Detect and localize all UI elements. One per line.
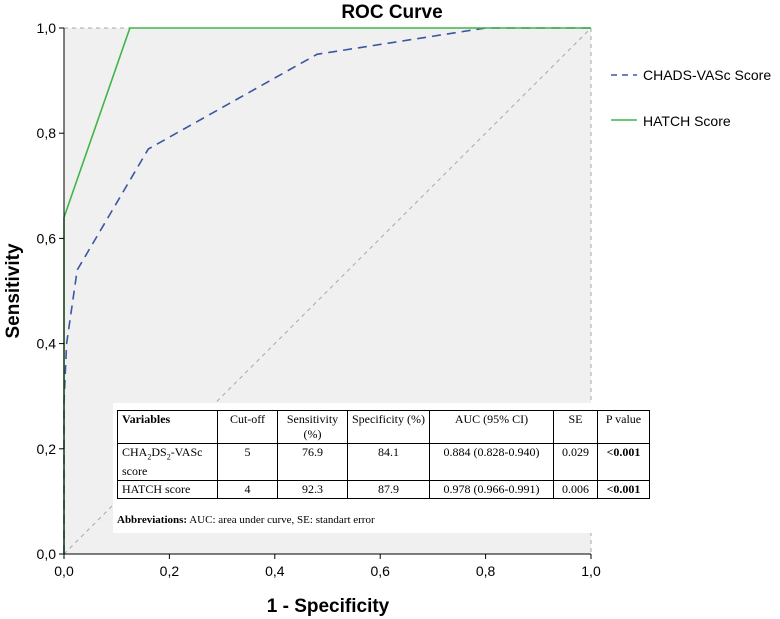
- x-tick-label: 0,2: [160, 563, 180, 579]
- cell-sensitivity: 76.9: [277, 442, 348, 482]
- cell-pvalue: <0.001: [597, 442, 650, 482]
- header-auc: AUC (95% CI): [429, 410, 554, 444]
- cell-cutoff: 4: [217, 480, 278, 500]
- legend-label-hatch: HATCH Score: [643, 113, 731, 129]
- y-tick-label: 0,4: [37, 336, 57, 352]
- x-tick-label: 0,8: [476, 563, 496, 579]
- header-sensitivity: Sensitivity (%): [277, 410, 348, 444]
- cell-auc: 0.978 (0.966-0.991): [429, 480, 554, 500]
- cell-specificity: 87.9: [347, 480, 430, 500]
- cell-auc: 0.884 (0.828-0.940): [429, 442, 554, 482]
- cell-variable: HATCH score: [117, 480, 218, 500]
- x-tick-label: 0,0: [54, 563, 74, 579]
- cell-specificity: 84.1: [347, 442, 430, 482]
- y-tick-label: 0,8: [37, 125, 57, 141]
- table-row: HATCH score 4 92.3 87.9 0.978 (0.966-0.9…: [117, 480, 650, 500]
- header-pvalue: P value: [597, 410, 650, 444]
- x-tick-label: 1,0: [581, 563, 601, 579]
- stats-table: Variables Cut-off Sensitivity (%) Specif…: [117, 410, 650, 500]
- header-cutoff: Cut-off: [217, 410, 278, 444]
- cell-cutoff: 5: [217, 442, 278, 482]
- x-tick-label: 0,6: [370, 563, 390, 579]
- y-tick-label: 0,6: [37, 230, 57, 246]
- cell-sensitivity: 92.3: [277, 480, 348, 500]
- header-specificity: Specificity (%): [347, 410, 430, 444]
- stats-table-panel: Variables Cut-off Sensitivity (%) Specif…: [113, 403, 658, 533]
- table-row: CHA2DS2-VASc score 5 76.9 84.1 0.884 (0.…: [117, 442, 650, 482]
- abbreviations-note: Abbreviations: AUC: area under curve, SE…: [117, 514, 375, 526]
- y-tick-label: 0,0: [37, 546, 57, 562]
- x-tick-label: 0,4: [265, 563, 285, 579]
- y-tick-label: 0,2: [37, 441, 57, 457]
- y-tick-label: 1,0: [37, 20, 57, 36]
- header-se: SE: [553, 410, 598, 444]
- cell-se: 0.006: [553, 480, 598, 500]
- legend-label-chads-vasc: CHADS-VASc Score: [643, 67, 771, 83]
- cell-se: 0.029: [553, 442, 598, 482]
- x-axis-title: 1 - Specificity: [267, 596, 390, 617]
- header-variables: Variables: [117, 410, 218, 444]
- cell-variable: CHA2DS2-VASc score: [117, 442, 218, 482]
- chart-title: ROC Curve: [341, 2, 442, 23]
- y-axis-title: Sensitivity: [3, 243, 24, 338]
- table-header-row: Variables Cut-off Sensitivity (%) Specif…: [117, 410, 650, 444]
- legend: CHADS-VASc Score HATCH Score: [611, 67, 771, 129]
- cell-pvalue: <0.001: [597, 480, 650, 500]
